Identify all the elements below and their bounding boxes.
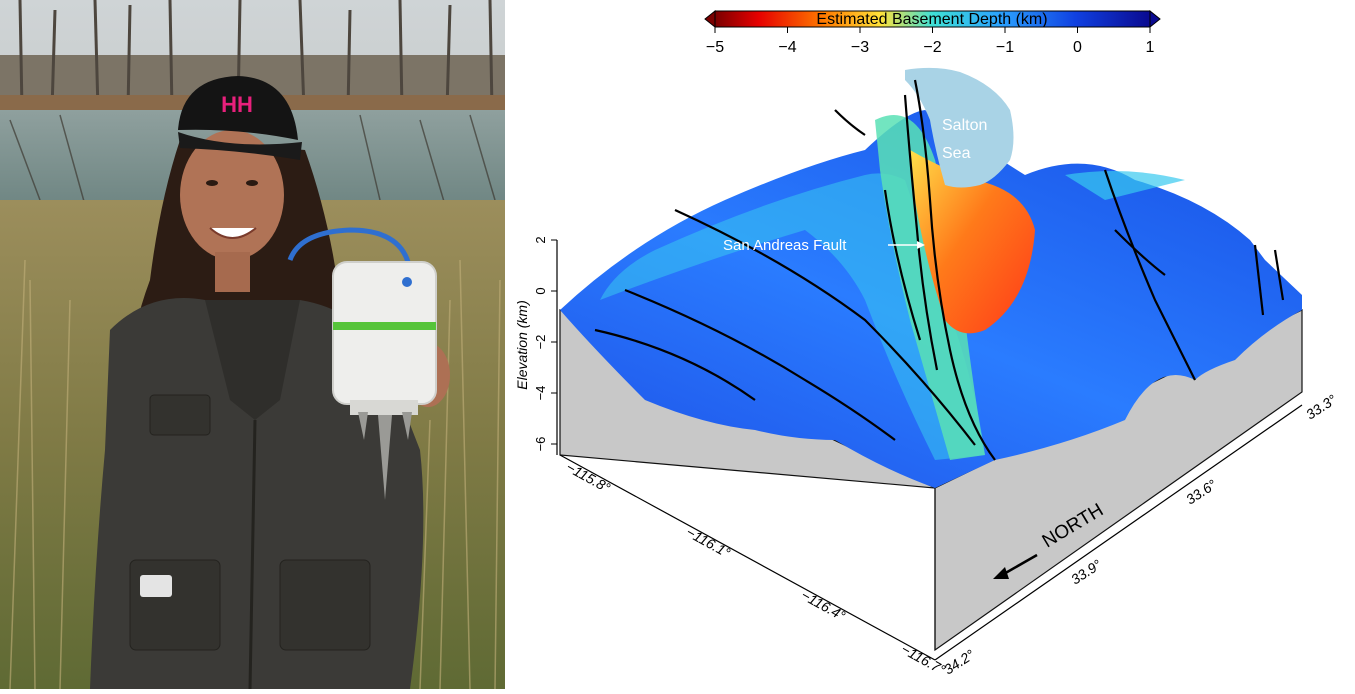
elevation-tick-label: 0 xyxy=(533,287,548,294)
colorbar-tick-label: 0 xyxy=(1073,39,1082,56)
north-arrow-icon xyxy=(1001,553,1038,577)
elevation-tick-label: −2 xyxy=(533,335,548,350)
colorbar-ticks: −5 −4 −3 −2 −1 0 1 xyxy=(706,27,1155,56)
salton-sea-label-line1: Salton xyxy=(942,117,987,134)
colorbar-tick-label: 1 xyxy=(1146,39,1155,56)
elevation-axis-label: Elevation (km) xyxy=(514,300,530,389)
colorbar-high-arrow xyxy=(1149,9,1161,29)
cap-logo: HH xyxy=(221,92,253,117)
salton-sea-label-line2: Sea xyxy=(942,145,971,162)
colorbar-tick-label: −4 xyxy=(778,39,796,56)
latitude-tick-label: 33.6° xyxy=(1183,476,1220,508)
longitude-tick-label: −116.4° xyxy=(799,587,849,624)
tree-trunks xyxy=(18,0,494,111)
longitude-tick-label: −115.8° xyxy=(564,459,614,496)
longitude-tick-label: −116.1° xyxy=(684,524,734,561)
basement-depth-figure: Estimated Basement Depth (km) −5 −4 −3 −2 −1… xyxy=(505,0,1355,689)
elevation-tick-label: −4 xyxy=(533,386,548,401)
fault-lines-icon xyxy=(594,79,1285,461)
colorbar-tick-label: −1 xyxy=(996,39,1014,56)
colorbar-tick-label: −3 xyxy=(851,39,869,56)
elevation-tick-label: −6 xyxy=(533,437,548,452)
salton-sea: Salton Sea xyxy=(905,67,1014,188)
elevation-axis: 2 0 −2 −4 −6 Elevation (km) xyxy=(514,236,558,455)
latitude-tick-label: 33.3° xyxy=(1303,391,1340,423)
latitude-tick-label: 33.9° xyxy=(1068,556,1105,588)
block-diagram: Estimated Basement Depth (km) −5 −4 −3 −2 −1… xyxy=(514,9,1340,678)
longitude-axis: −115.8°−116.1°−116.4°−116.7° xyxy=(559,454,948,678)
colorbar-tick-label: −2 xyxy=(923,39,941,56)
latitude-tick-label: 34.2° xyxy=(941,646,978,678)
field-photo: HH xyxy=(0,0,505,689)
san-andreas-label: San Andreas Fault xyxy=(723,237,847,254)
colorbar-tick-label: −5 xyxy=(706,39,724,56)
colorbar-low-arrow xyxy=(704,9,716,29)
colorbar: Estimated Basement Depth (km) −5 −4 −3 −2 −1… xyxy=(704,9,1161,56)
elevation-tick-label: 2 xyxy=(533,236,548,243)
seismometer-device-icon xyxy=(287,227,437,500)
colorbar-title: Estimated Basement Depth (km) xyxy=(816,11,1047,28)
person-photo-icon: HH xyxy=(0,0,505,689)
